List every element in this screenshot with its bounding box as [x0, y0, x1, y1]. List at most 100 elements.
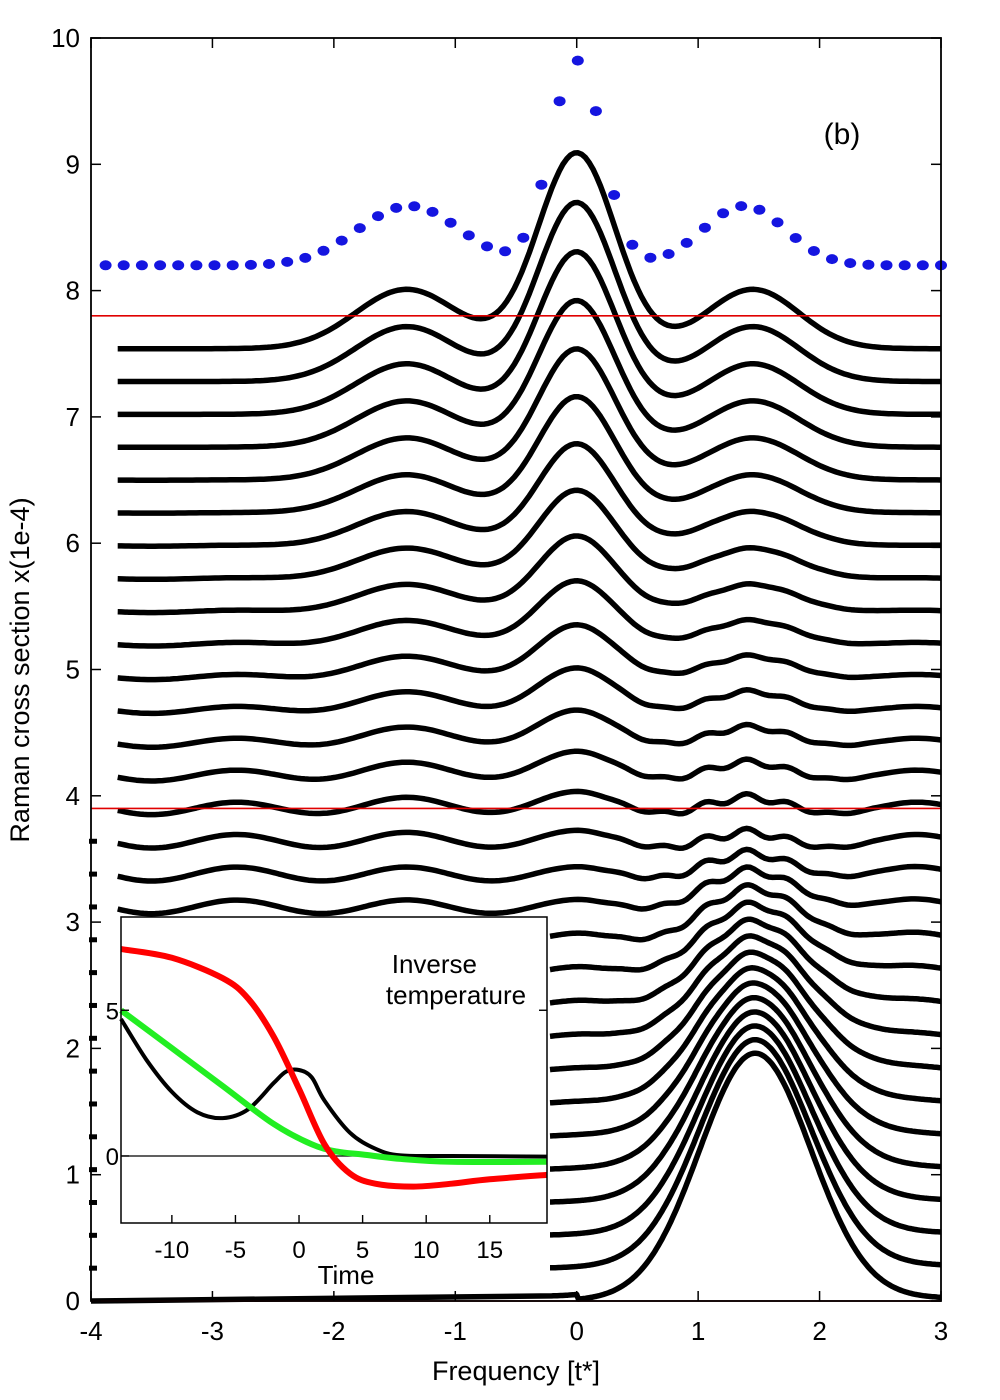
inset-series-black: [119, 1017, 548, 1159]
x-tick-label: 3: [934, 1316, 948, 1346]
spectrum-trace-14: [117, 846, 942, 884]
spectrum-trace-27: [117, 297, 941, 451]
equilibrium-point: [789, 233, 802, 243]
y-tick-label: 1: [66, 1160, 80, 1190]
spectrum-trace-11: [549, 899, 942, 973]
y-tick-label: 8: [66, 276, 80, 306]
spectrum-trace-8: [549, 949, 942, 1073]
inset-annotation: Inverse temperature: [386, 949, 526, 1010]
equilibrium-point: [698, 222, 711, 233]
inset-x-tick-label: -10: [155, 1237, 190, 1264]
spectrum-trace-21: [117, 578, 942, 649]
equilibrium-point: [880, 260, 893, 271]
equilibrium-point: [807, 246, 820, 256]
spectrum-trace-20: [117, 622, 942, 683]
equilibrium-point: [172, 260, 185, 271]
equilibrium-point: [263, 259, 275, 269]
spectrum-trace-22: [117, 533, 942, 616]
inset-frame: [120, 916, 548, 1224]
equilibrium-point: [353, 223, 366, 234]
equilibrium-point: [862, 259, 875, 270]
equilibrium-point: [662, 249, 675, 259]
spectrum-trace-19: [117, 665, 942, 717]
equilibrium-point: [462, 230, 475, 241]
x-tick-label: -3: [201, 1316, 224, 1346]
spectrum-trace-12: [549, 882, 942, 943]
equilibrium-point: [717, 208, 730, 219]
spectrum-trace-25: [117, 393, 941, 516]
inset-annotation-line2: temperature: [386, 980, 526, 1010]
equilibrium-point: [426, 206, 439, 217]
equilibrium-point: [499, 246, 512, 257]
stacked-traces: [89, 150, 942, 1304]
y-tick-label: 4: [66, 781, 80, 811]
equilibrium-point: [771, 217, 784, 228]
inset-x-tick-label: 5: [356, 1237, 369, 1264]
spectrum-trace-1: [90, 1050, 942, 1304]
equilibrium-point: [680, 237, 693, 248]
equilibrium-point: [898, 260, 911, 271]
spectrum-trace-15: [117, 825, 942, 851]
equilibrium-point: [281, 256, 294, 267]
equilibrium-point: [372, 211, 384, 222]
spectrum-trace-10: [549, 916, 942, 1006]
y-tick-label: 10: [51, 23, 80, 53]
y-tick-label: 2: [66, 1033, 80, 1063]
x-axis-ticks: -4 -3 -2 -1 0 1 2 3: [79, 38, 948, 1346]
equilibrium-point: [916, 260, 929, 271]
equilibrium-point: [335, 235, 348, 246]
spectrum-trace-17: [117, 748, 942, 784]
inset-x-ticks: -10 -5 0 5 10 15: [155, 1215, 503, 1264]
y-tick-label: 9: [66, 149, 80, 179]
equilibrium-point: [117, 260, 130, 271]
spectrum-trace-2: [549, 1036, 942, 1271]
y-tick-label: 6: [66, 528, 80, 558]
equilibrium-point: [753, 204, 766, 215]
equilibrium-point: [535, 179, 548, 190]
inset-series: [119, 946, 548, 1190]
spectrum-trace-7: [549, 965, 942, 1106]
x-tick-label: -2: [322, 1316, 345, 1346]
equilibrium-point: [408, 201, 421, 212]
equilibrium-point: [299, 252, 312, 263]
spectrum-trace-28: [117, 249, 941, 418]
equilibrium-point: [244, 259, 257, 270]
spectrum-trace-13: [117, 864, 942, 917]
equilibrium-point: [844, 258, 857, 269]
inset-chart: -10 -5 0 5 10 15 05 Time Inverse temperature: [106, 916, 548, 1290]
inset-series-inverse-temperature: [120, 946, 548, 1190]
equilibrium-point: [154, 260, 167, 271]
spectrum-trace-9: [549, 933, 942, 1040]
inset-x-tick-label: 0: [292, 1237, 305, 1264]
inset-x-label: Time: [318, 1260, 375, 1290]
inset-x-tick-label: 15: [476, 1237, 503, 1264]
equilibrium-point: [571, 55, 584, 66]
equilibrium-point: [826, 254, 838, 265]
spectrum-trace-26: [117, 346, 942, 483]
spectrum-trace-18: [117, 707, 942, 750]
equilibrium-dotted-series: [99, 55, 947, 271]
inset-y-tick-label: 0: [106, 1144, 119, 1171]
x-tick-label: 1: [691, 1316, 705, 1346]
spectrum-trace-23: [117, 487, 942, 583]
y-tick-label: 0: [66, 1286, 80, 1316]
inset-x-tick-label: -5: [225, 1237, 246, 1264]
y-axis-label: Raman cross section x(1e-4): [5, 497, 35, 842]
equilibrium-point: [99, 260, 112, 271]
inset-annotation-line1: Inverse: [392, 949, 477, 979]
equilibrium-point: [735, 201, 748, 212]
equilibrium-point: [317, 245, 330, 256]
x-tick-label: 0: [569, 1316, 583, 1346]
y-tick-label: 5: [66, 655, 80, 685]
panel-label: (b): [824, 118, 861, 151]
x-tick-label: 2: [812, 1316, 826, 1346]
equilibrium-point: [208, 260, 221, 271]
spectrum-trace-4: [549, 1009, 942, 1205]
equilibrium-point: [444, 217, 457, 228]
spectrum-trace-29: [117, 199, 941, 385]
y-tick-label: 3: [66, 907, 80, 937]
x-axis-label: Frequency [t*]: [432, 1356, 600, 1386]
equilibrium-point: [553, 96, 566, 107]
